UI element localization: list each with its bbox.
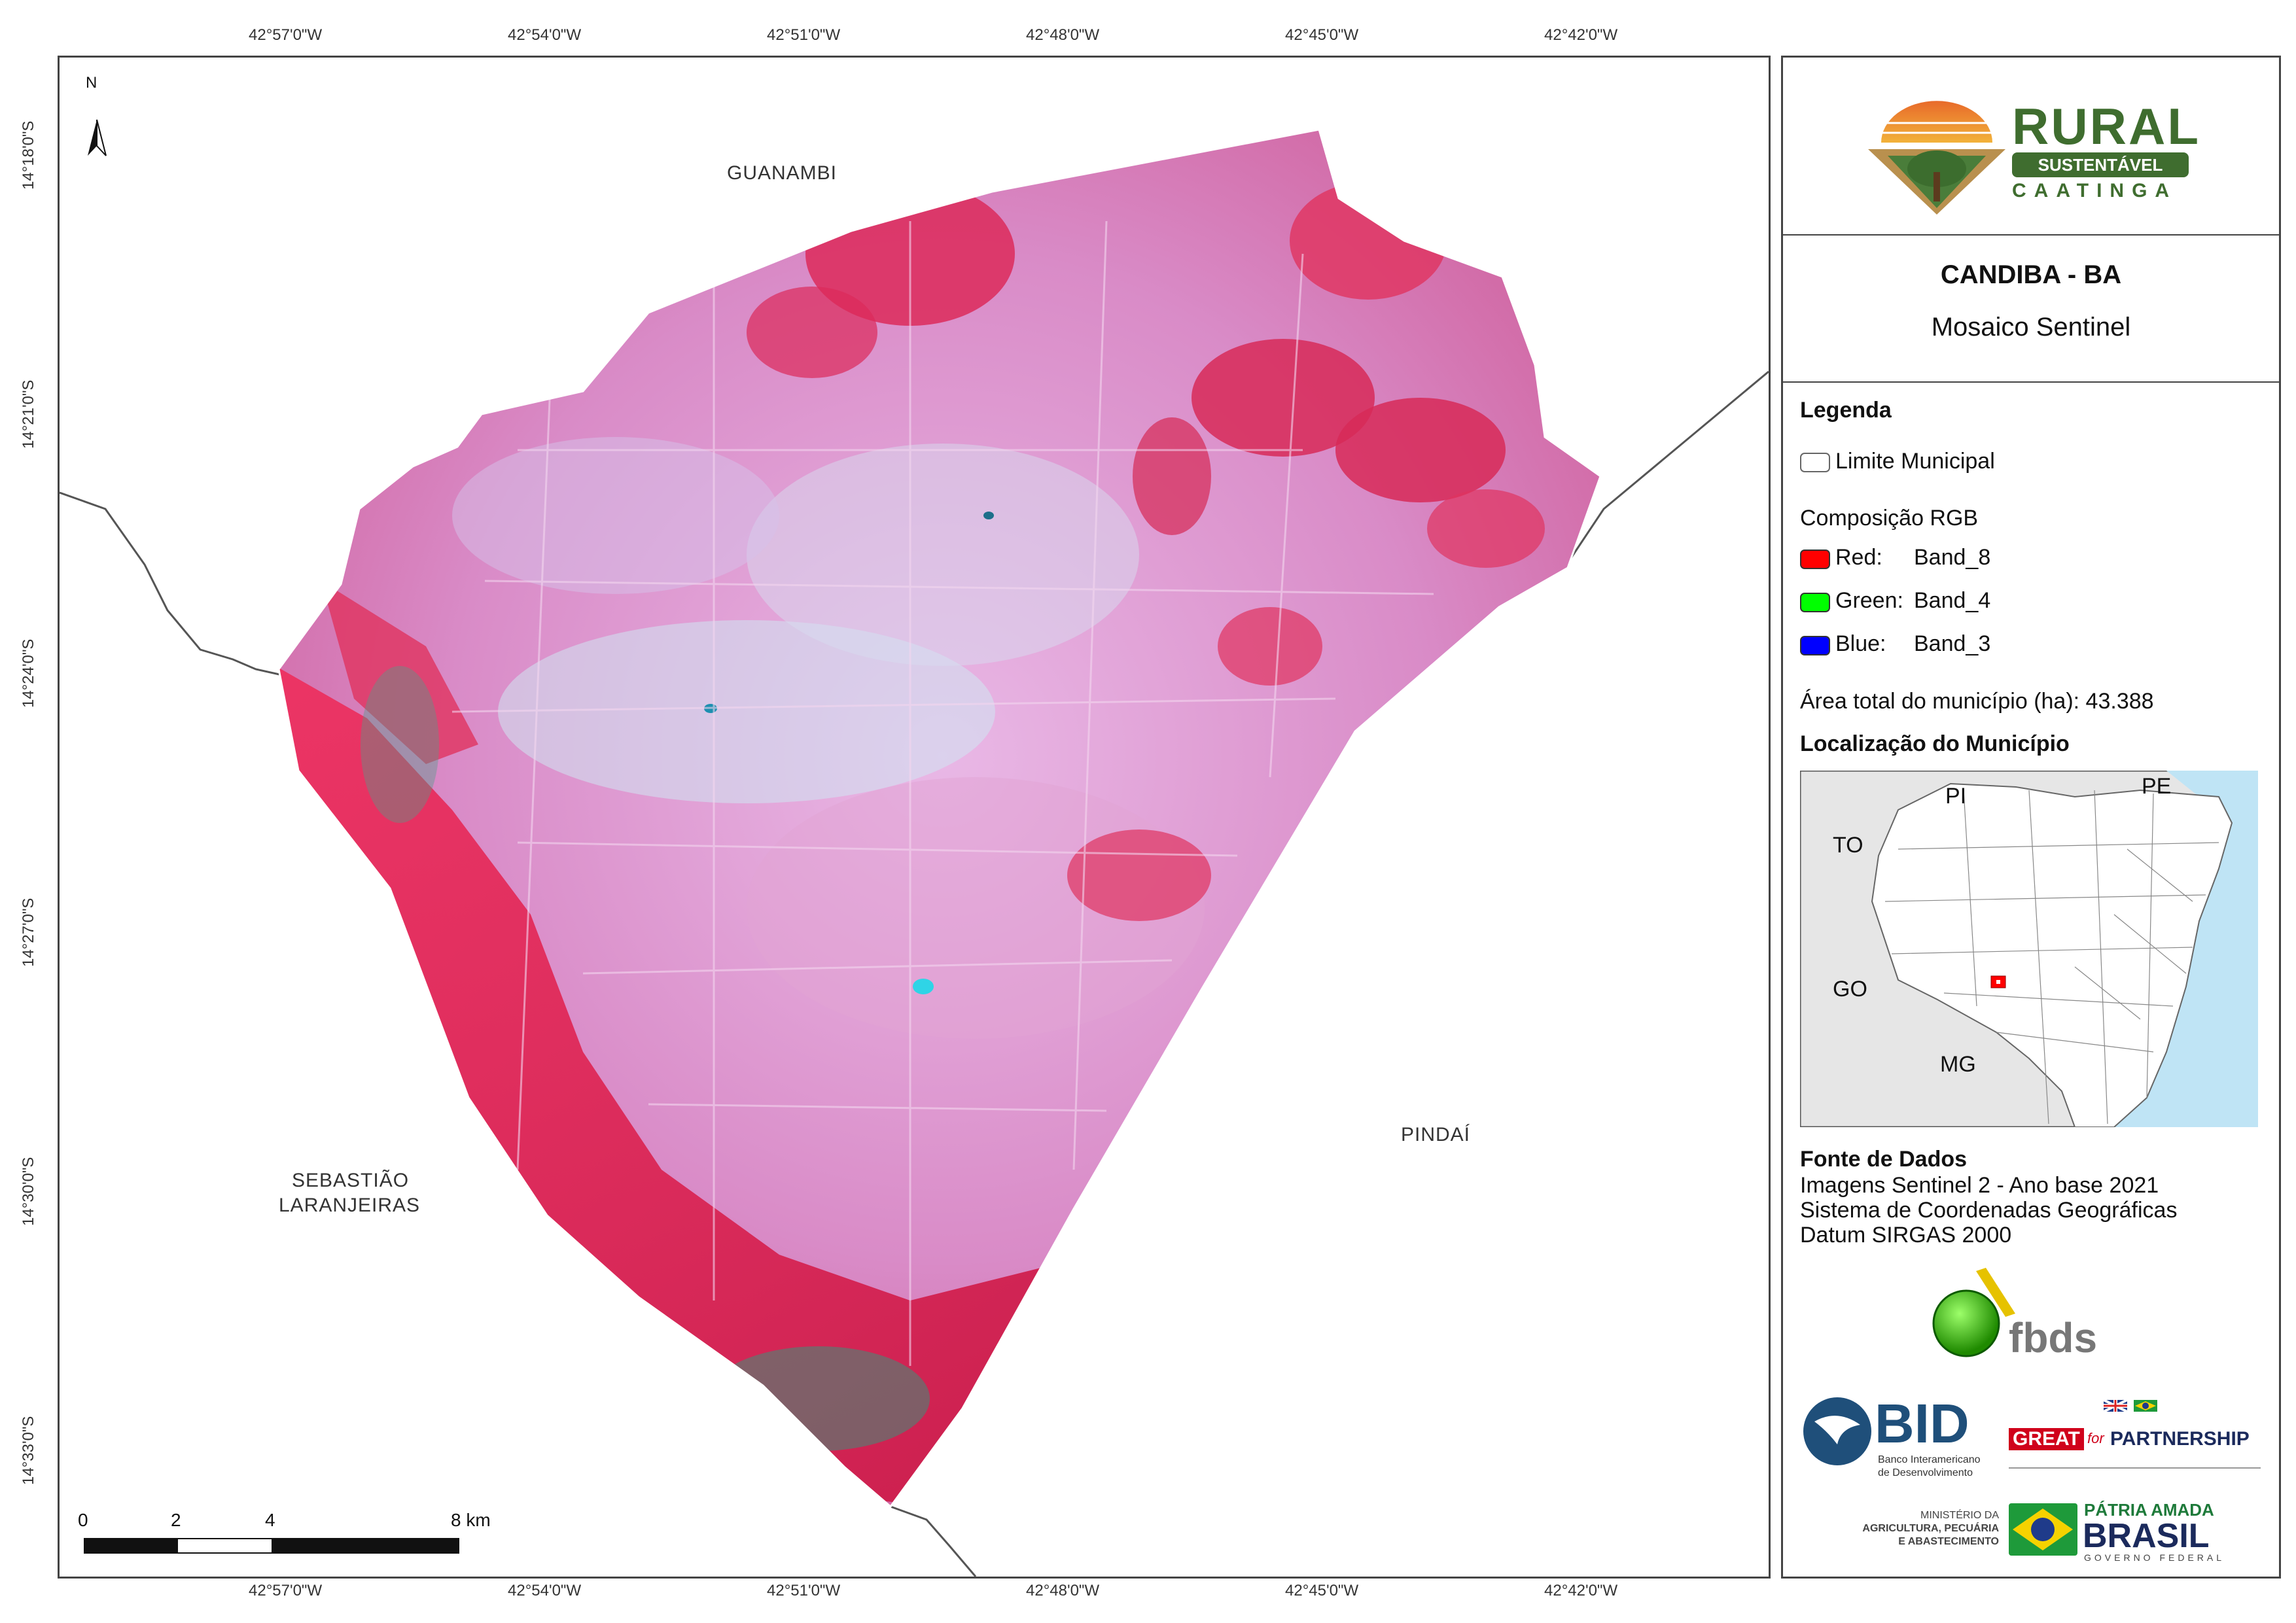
neighbor-label-west-2: LARANJEIRAS xyxy=(279,1195,421,1216)
legend-heading: Legenda xyxy=(1800,398,1892,423)
bid-subtitle: Banco Interamericano xyxy=(1878,1454,1981,1465)
patria-amada-label: PÁTRIA AMADA xyxy=(2084,1500,2214,1520)
lon-label-top: 42°54'0"W xyxy=(508,26,582,44)
lat-label: 14°21'0"S xyxy=(20,379,37,449)
blue-swatch xyxy=(1800,636,1830,655)
lon-label-bottom: 42°54'0"W xyxy=(508,1582,582,1599)
rgb-red-band: Band_8 xyxy=(1914,545,1991,570)
lon-label-bottom: 42°45'0"W xyxy=(1285,1582,1359,1599)
source-line: Datum SIRGAS 2000 xyxy=(1800,1223,2012,1248)
bid-logo-icon xyxy=(1803,1397,1871,1465)
sentinel-mosaic xyxy=(279,130,1600,1507)
fbds-logo-text: fbds xyxy=(2009,1314,2098,1361)
rgb-heading: Composição RGB xyxy=(1800,506,1979,531)
brasil-flag-icon xyxy=(2009,1503,2077,1556)
neighbor-label-west-1: SEBASTIÃO xyxy=(292,1170,410,1191)
municipal-boundary xyxy=(277,128,1602,1509)
source-line: Imagens Sentinel 2 - Ano base 2021 xyxy=(1800,1173,2159,1198)
bid-logo-text: BID xyxy=(1875,1393,1969,1454)
boundary-label: Limite Municipal xyxy=(1835,449,1995,474)
lon-label-bottom: 42°57'0"W xyxy=(249,1582,323,1599)
inset-label-pi: PI xyxy=(1945,784,1967,809)
ministry-line: MINISTÉRIO DA xyxy=(1920,1510,1999,1521)
lon-label-top: 42°48'0"W xyxy=(1026,26,1100,44)
scale-label: 8 km xyxy=(451,1510,491,1530)
lat-label: 14°24'0"S xyxy=(20,638,37,708)
bid-subtitle: de Desenvolvimento xyxy=(1878,1467,1973,1478)
lon-label-top: 42°45'0"W xyxy=(1285,26,1359,44)
scale-label: 2 xyxy=(171,1510,181,1530)
ministry-line: AGRICULTURA, PECUÁRIA xyxy=(1862,1523,1999,1534)
map-panel[interactable]: N GUANAMBI PINDAÍ SEBASTIÃO LARANJEIRAS … xyxy=(58,56,1771,1579)
neighbor-label-east: PINDAÍ xyxy=(1401,1124,1471,1145)
sources-heading: Fonte de Dados xyxy=(1800,1147,1968,1172)
scale-bar xyxy=(84,1538,459,1554)
lon-label-top: 42°42'0"W xyxy=(1544,26,1618,44)
location-inset-map[interactable] xyxy=(1800,771,2258,1127)
logo-word-sustentavel: SUSTENTÁVEL xyxy=(2012,152,2189,177)
boundary-swatch xyxy=(1800,453,1830,472)
lon-label-bottom: 42°51'0"W xyxy=(767,1582,841,1599)
lat-label: 14°33'0"S xyxy=(20,1416,37,1485)
great-partnership-label: PARTNERSHIP xyxy=(2110,1428,2250,1450)
map-title: CANDIBA - BA xyxy=(1940,260,2122,289)
satellite-map[interactable] xyxy=(60,58,1769,1577)
rgb-blue-band: Band_3 xyxy=(1914,631,1991,656)
neighbor-boundary xyxy=(60,491,286,677)
legend-panel: RURAL SUSTENTÁVEL CAATINGA CANDIBA - BA … xyxy=(1781,56,2281,1579)
uk-brazil-flags-icon xyxy=(2104,1399,2157,1413)
lat-label: 14°27'0"S xyxy=(20,898,37,967)
governo-federal-label: GOVERNO FEDERAL xyxy=(2084,1552,2225,1563)
north-label: N xyxy=(86,74,97,92)
fbds-logo-icon xyxy=(1932,1268,2015,1357)
lon-label-top: 42°57'0"W xyxy=(249,26,323,44)
source-line: Sistema de Coordenadas Geográficas xyxy=(1800,1198,2178,1223)
inset-label-mg: MG xyxy=(1940,1052,1976,1077)
scale-label: 0 xyxy=(78,1510,88,1530)
area-text: Área total do município (ha): 43.388 xyxy=(1800,689,2154,714)
divider xyxy=(2009,1467,2261,1469)
rural-sustentavel-logo-icon xyxy=(1868,101,2005,215)
neighbor-boundary xyxy=(1563,370,1769,568)
north-arrow-icon xyxy=(88,119,107,156)
location-heading: Localização do Município xyxy=(1800,731,2070,756)
lon-label-bottom: 42°48'0"W xyxy=(1026,1582,1100,1599)
red-swatch xyxy=(1800,550,1830,569)
great-for-label: for xyxy=(2087,1430,2104,1446)
inset-label-go: GO xyxy=(1833,977,1867,1002)
ministry-line: E ABASTECIMENTO xyxy=(1898,1536,1999,1547)
lon-label-bottom: 42°42'0"W xyxy=(1544,1582,1618,1599)
brasil-label: BRASIL xyxy=(2083,1517,2210,1555)
rgb-green-band: Band_4 xyxy=(1914,588,1991,613)
neighbor-boundary xyxy=(890,1505,977,1577)
scale-label: 4 xyxy=(265,1510,275,1530)
green-swatch xyxy=(1800,593,1830,612)
rgb-blue-channel: Blue: xyxy=(1835,631,1886,656)
lon-label-top: 42°51'0"W xyxy=(767,26,841,44)
map-subtitle: Mosaico Sentinel xyxy=(1931,313,2131,341)
lat-label: 14°18'0"S xyxy=(20,120,37,190)
logo-word-caatinga: CAATINGA xyxy=(2012,180,2178,201)
rgb-green-channel: Green: xyxy=(1835,588,1903,613)
inset-label-pe: PE xyxy=(2142,774,2172,799)
inset-label-to: TO xyxy=(1833,833,1863,858)
great-label: GREAT xyxy=(2009,1428,2084,1450)
logo-word-rural: RURAL xyxy=(2012,97,2200,155)
neighbor-label-north: GUANAMBI xyxy=(727,162,838,184)
lat-label: 14°30'0"S xyxy=(20,1157,37,1226)
rgb-red-channel: Red: xyxy=(1835,545,1882,570)
